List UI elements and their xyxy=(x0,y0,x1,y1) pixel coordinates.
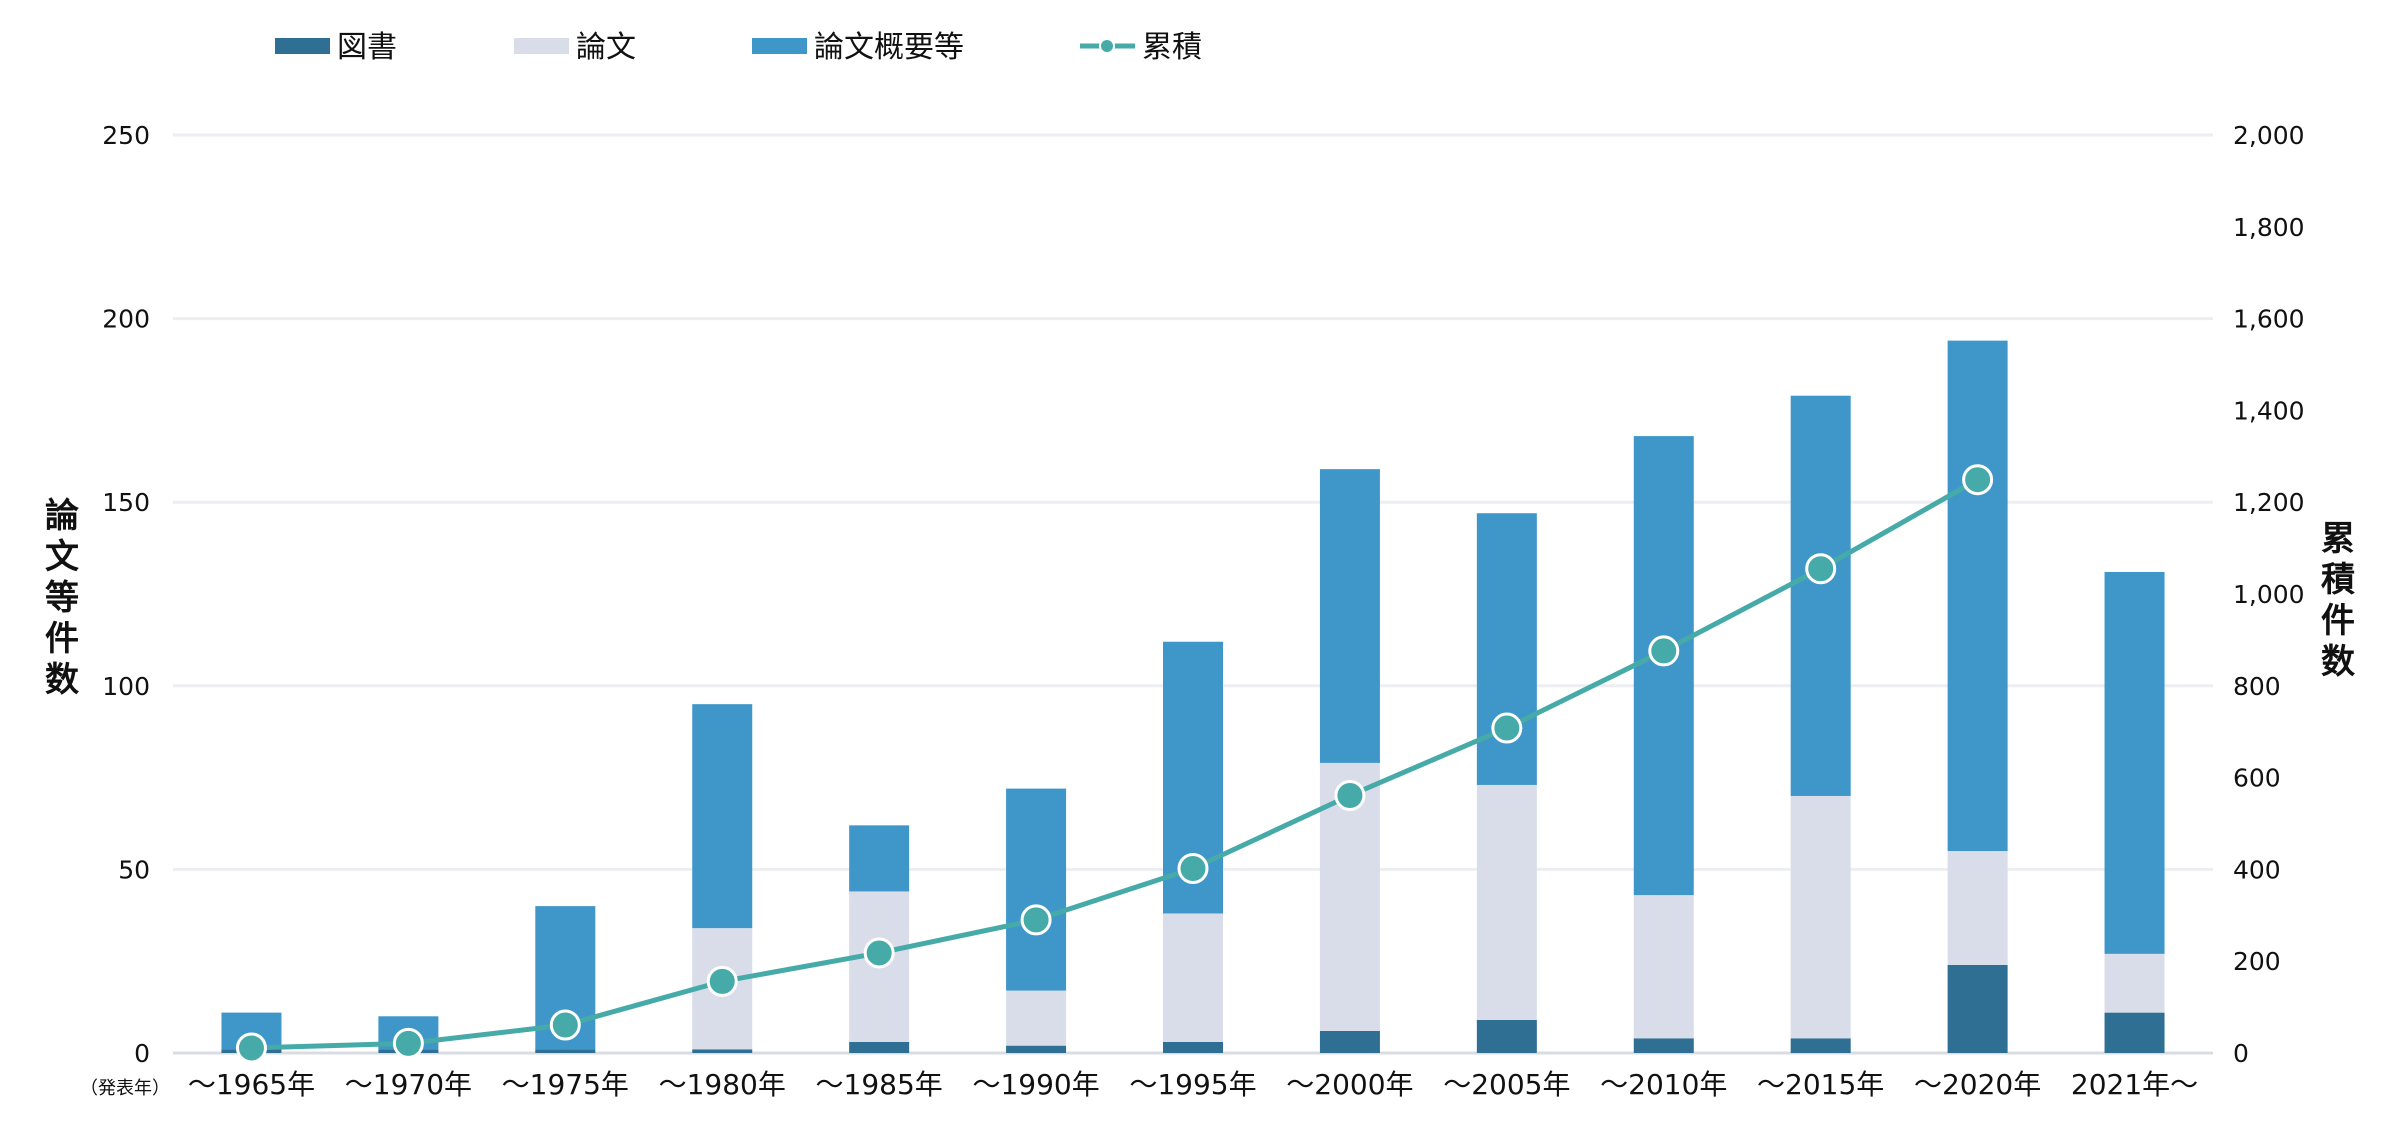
bar-segment xyxy=(1163,1041,1223,1053)
axis-label-char: 数 xyxy=(45,660,79,700)
legend-label: 累積 xyxy=(1142,30,1202,65)
cumulative-point xyxy=(1334,780,1366,812)
x-axis-ticks: ～1965年 ～1970年 ～1975年 ～1980年 ～1985年 ～1990年 ～199… xyxy=(188,1068,2198,1101)
y2-tick-label: 1,600 xyxy=(2233,305,2305,334)
axis-label-char: 数 xyxy=(2321,642,2355,682)
axis-label-char: 等 xyxy=(45,578,79,618)
y2-tick-label: 1,400 xyxy=(2233,396,2305,425)
x-axis-note: （発表年） xyxy=(80,1078,170,1099)
y2-tick-label: 1,800 xyxy=(2233,213,2305,242)
bar-segment xyxy=(1947,340,2008,852)
y-tick-label: 100 xyxy=(102,672,150,701)
cumulative-point xyxy=(1020,904,1052,936)
axis-label-char: 累 xyxy=(2321,519,2355,559)
legend-label: 論文概要等 xyxy=(814,30,964,65)
bar-segment xyxy=(1006,788,1067,991)
bar-segment xyxy=(1790,795,1851,1039)
bar-segment xyxy=(1006,1045,1067,1053)
bar-segment xyxy=(2104,1012,2165,1053)
left-axis-ticks: 0 50 100 150 200 250 xyxy=(102,121,150,1068)
y2-tick-label: 1,200 xyxy=(2233,488,2305,517)
y-tick-label: 250 xyxy=(102,121,150,150)
cumulative-point xyxy=(235,1032,267,1064)
legend-swatch xyxy=(752,38,807,54)
bar-segment xyxy=(1476,784,1537,1020)
x-tick-label: ～1985年 xyxy=(816,1068,943,1101)
cumulative-point xyxy=(1648,635,1680,667)
x-tick-label: ～1995年 xyxy=(1129,1068,1256,1101)
legend-label: 論文 xyxy=(576,30,636,65)
legend-label: 図書 xyxy=(337,30,397,65)
right-axis-ticks: 0 200 400 600 800 1,000 1,200 1,400 1,600 1,800 2,… xyxy=(2233,121,2305,1068)
y-tick-label: 150 xyxy=(102,488,150,517)
y-tick-label: 200 xyxy=(102,305,150,334)
axis-label-char: 論 xyxy=(45,496,79,536)
cumulative-point xyxy=(863,937,895,969)
cumulative-point xyxy=(1805,553,1837,585)
legend-marker xyxy=(1099,38,1115,54)
bar-segment xyxy=(1006,990,1067,1046)
bar-segment xyxy=(692,704,753,929)
cumulative-series-line xyxy=(251,477,1979,1051)
bar-segment xyxy=(1633,1038,1694,1053)
x-tick-label: ～1980年 xyxy=(659,1068,786,1101)
bar-segment xyxy=(1476,1019,1537,1053)
y2-tick-label: 800 xyxy=(2233,672,2281,701)
axis-label-char: 件 xyxy=(45,619,79,659)
bar-segment xyxy=(1476,513,1537,785)
bar-segment xyxy=(849,825,910,892)
axis-label-char: 積 xyxy=(2321,560,2355,600)
y2-tick-label: 1,000 xyxy=(2233,580,2305,609)
y-tick-label: 50 xyxy=(118,855,150,884)
bar-segment xyxy=(1947,851,2008,965)
x-tick-label: ～1965年 xyxy=(188,1068,315,1101)
bar-segment xyxy=(1790,395,1851,796)
x-tick-label: 2021年～ xyxy=(2071,1068,2198,1101)
x-tick-label: ～2020年 xyxy=(1914,1068,2041,1101)
cumulative-point xyxy=(549,1009,581,1041)
legend-swatch xyxy=(514,38,569,54)
x-tick-label: ～2010年 xyxy=(1600,1068,1727,1101)
bars xyxy=(221,340,2165,1053)
bar-segment xyxy=(1319,469,1380,763)
axis-label-char: 文 xyxy=(45,537,79,577)
cumulative-point xyxy=(1491,712,1523,744)
y-tick-label: 0 xyxy=(134,1039,150,1068)
y2-tick-label: 400 xyxy=(2233,855,2281,884)
x-tick-label: ～1970年 xyxy=(345,1068,472,1101)
legend-swatch xyxy=(275,38,330,54)
bar-segment xyxy=(1633,895,1694,1039)
bar-segment xyxy=(1163,913,1223,1042)
y2-tick-label: 600 xyxy=(2233,764,2281,793)
x-tick-label: ～1975年 xyxy=(502,1068,629,1101)
bar-segment xyxy=(535,1049,596,1053)
x-tick-label: ～1990年 xyxy=(972,1068,1099,1101)
bar-segment xyxy=(849,1041,910,1053)
y2-tick-label: 2,000 xyxy=(2233,121,2305,150)
y2-tick-label: 0 xyxy=(2233,1039,2249,1068)
bar-segment xyxy=(1790,1038,1851,1053)
cumulative-point xyxy=(706,965,738,997)
cumulative-point xyxy=(1177,852,1209,884)
bar-segment xyxy=(1947,964,2008,1053)
x-tick-label: ～2015年 xyxy=(1757,1068,1884,1101)
bar-segment xyxy=(692,1049,753,1053)
y2-tick-label: 200 xyxy=(2233,947,2281,976)
bar-segment xyxy=(1319,1030,1380,1053)
bar-segment xyxy=(2104,571,2165,954)
legend: 図書 論文 論文概要等 累積 xyxy=(275,30,1202,65)
bar-segment xyxy=(2104,953,2165,1013)
axis-label-char: 件 xyxy=(2321,601,2355,641)
x-tick-label: ～2005年 xyxy=(1443,1068,1570,1101)
cumulative-line xyxy=(235,464,1994,1064)
cumulative-point xyxy=(392,1027,424,1059)
cumulative-point xyxy=(1962,464,1994,496)
x-tick-label: ～2000年 xyxy=(1286,1068,1413,1101)
